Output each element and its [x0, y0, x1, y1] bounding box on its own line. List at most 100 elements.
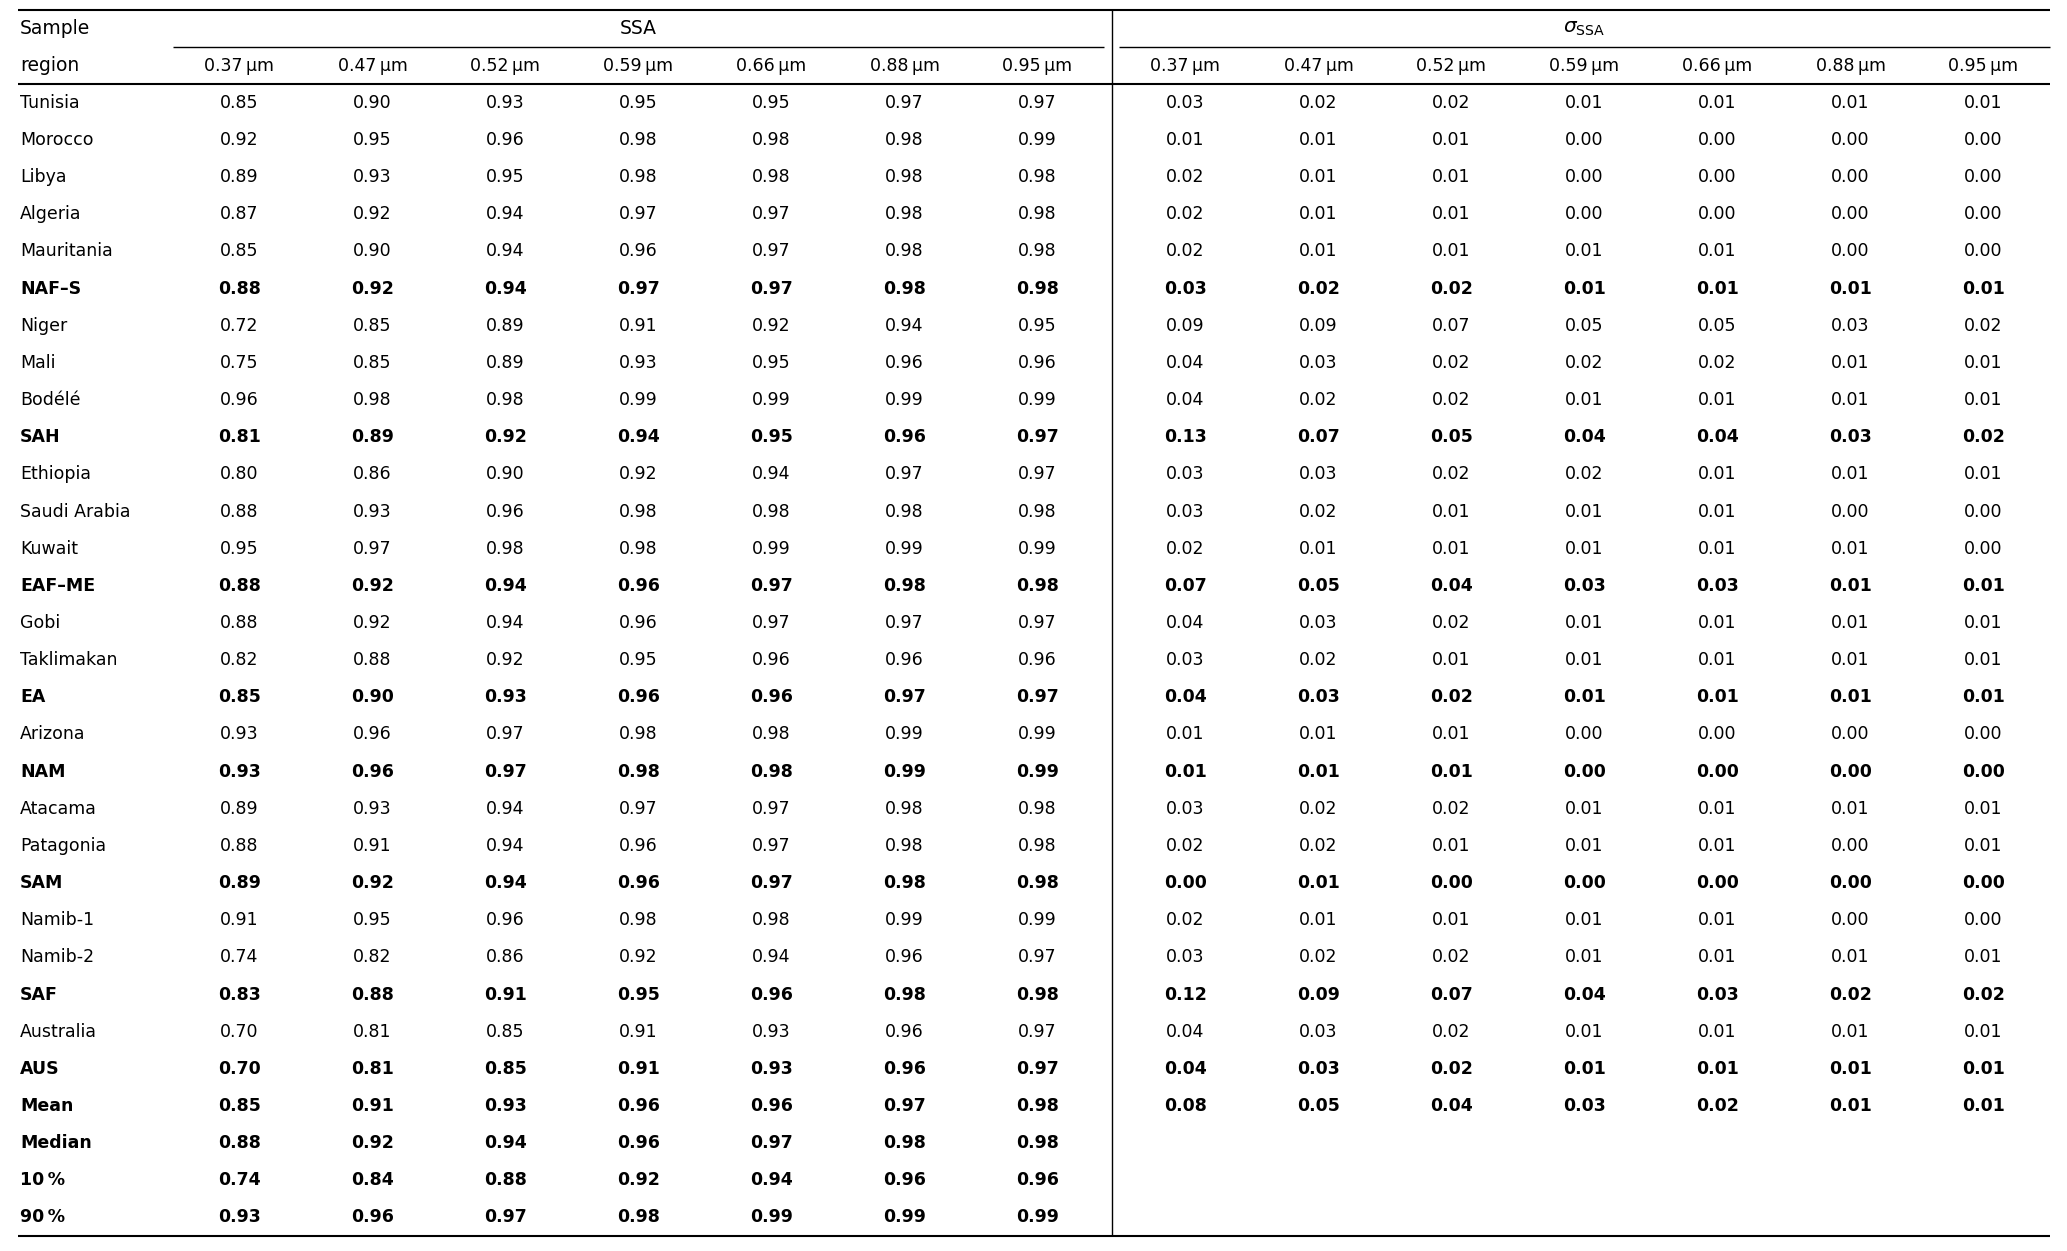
Text: 0.05: 0.05	[1298, 1097, 1339, 1115]
Text: 0.94: 0.94	[486, 205, 525, 224]
Text: 0.00: 0.00	[1565, 726, 1604, 743]
Text: 0.01: 0.01	[1699, 243, 1736, 260]
Text: Gobi: Gobi	[21, 614, 60, 632]
Text: 0.01: 0.01	[1699, 94, 1736, 111]
Text: 0.99: 0.99	[1019, 726, 1056, 743]
Text: Patagonia: Patagonia	[21, 837, 105, 854]
Text: 0.01: 0.01	[1962, 1097, 2005, 1115]
Text: EAF–ME: EAF–ME	[21, 577, 95, 594]
Text: 0.85: 0.85	[221, 94, 258, 111]
Text: 0.01: 0.01	[1962, 577, 2005, 594]
Text: 0.00: 0.00	[1964, 168, 2003, 186]
Text: SAH: SAH	[21, 428, 60, 447]
Text: 0.02: 0.02	[1166, 243, 1205, 260]
Text: 0.01: 0.01	[1699, 539, 1736, 558]
Text: Mauritania: Mauritania	[21, 243, 114, 260]
Text: 0.98: 0.98	[620, 131, 657, 149]
Text: 0.00: 0.00	[1964, 539, 2003, 558]
Text: 0.97: 0.97	[620, 799, 657, 818]
Text: 0.92: 0.92	[620, 465, 657, 483]
Text: Ethiopia: Ethiopia	[21, 465, 91, 483]
Text: 0.96: 0.96	[885, 354, 924, 372]
Text: 0.03: 0.03	[1697, 986, 1738, 1003]
Text: 0.66 μm: 0.66 μm	[1683, 56, 1753, 75]
Text: 0.03: 0.03	[1300, 465, 1337, 483]
Text: 0.01: 0.01	[1432, 131, 1472, 149]
Text: 0.47 μm: 0.47 μm	[337, 56, 407, 75]
Text: 0.81: 0.81	[353, 1022, 393, 1041]
Text: 0.03: 0.03	[1563, 577, 1606, 594]
Text: 0.96: 0.96	[618, 1135, 659, 1152]
Text: 0.99: 0.99	[883, 763, 926, 781]
Text: 0.88: 0.88	[217, 1135, 260, 1152]
Text: 0.01: 0.01	[1565, 539, 1604, 558]
Text: 0.97: 0.97	[750, 280, 794, 298]
Text: 0.00: 0.00	[1563, 763, 1606, 781]
Text: 0.94: 0.94	[752, 465, 792, 483]
Text: 0.88: 0.88	[221, 503, 258, 520]
Text: 0.01: 0.01	[1298, 763, 1339, 781]
Text: 0.00: 0.00	[1964, 243, 2003, 260]
Text: 0.97: 0.97	[883, 688, 926, 707]
Text: 0.72: 0.72	[221, 317, 258, 335]
Text: 0.95: 0.95	[752, 354, 792, 372]
Text: 0.75: 0.75	[221, 354, 258, 372]
Text: 0.98: 0.98	[486, 392, 525, 409]
Text: 0.01: 0.01	[1964, 392, 2003, 409]
Text: 0.01: 0.01	[1831, 652, 1871, 669]
Text: 0.99: 0.99	[750, 1208, 794, 1226]
Text: 0.00: 0.00	[1829, 874, 1873, 892]
Text: Tunisia: Tunisia	[21, 94, 81, 111]
Text: 0.92: 0.92	[351, 1135, 395, 1152]
Text: 0.02: 0.02	[1300, 948, 1337, 966]
Text: 0.97: 0.97	[750, 874, 794, 892]
Text: 0.01: 0.01	[1699, 503, 1736, 520]
Text: 0.05: 0.05	[1699, 317, 1736, 335]
Text: 0.37 μm: 0.37 μm	[1151, 56, 1220, 75]
Text: 0.92: 0.92	[351, 280, 395, 298]
Text: 0.98: 0.98	[885, 205, 924, 224]
Text: 0.04: 0.04	[1430, 577, 1474, 594]
Text: 0.83: 0.83	[219, 986, 260, 1003]
Text: 0.97: 0.97	[885, 94, 924, 111]
Text: 0.97: 0.97	[484, 763, 527, 781]
Text: 0.08: 0.08	[1164, 1097, 1207, 1115]
Text: 0.93: 0.93	[484, 688, 527, 707]
Text: 0.00: 0.00	[1964, 503, 2003, 520]
Text: 0.01: 0.01	[1964, 354, 2003, 372]
Text: 0.03: 0.03	[1300, 1022, 1337, 1041]
Text: 0.95: 0.95	[353, 911, 393, 929]
Text: 0.02: 0.02	[1430, 688, 1474, 707]
Text: 0.93: 0.93	[219, 763, 260, 781]
Text: 0.92: 0.92	[353, 205, 393, 224]
Text: 0.92: 0.92	[618, 1171, 659, 1190]
Text: 0.04: 0.04	[1430, 1097, 1474, 1115]
Text: 0.97: 0.97	[752, 205, 792, 224]
Text: 0.07: 0.07	[1432, 317, 1472, 335]
Text: 0.02: 0.02	[1432, 465, 1472, 483]
Text: 0.00: 0.00	[1831, 503, 1871, 520]
Text: 0.00: 0.00	[1565, 131, 1604, 149]
Text: Atacama: Atacama	[21, 799, 97, 818]
Text: 0.97: 0.97	[883, 1097, 926, 1115]
Text: 0.00: 0.00	[1699, 205, 1736, 224]
Text: 0.97: 0.97	[752, 614, 792, 632]
Text: 0.97: 0.97	[1019, 1022, 1056, 1041]
Text: 0.88: 0.88	[484, 1171, 527, 1190]
Text: 0.00: 0.00	[1831, 168, 1871, 186]
Text: 0.02: 0.02	[1300, 392, 1337, 409]
Text: 0.00: 0.00	[1831, 243, 1871, 260]
Text: 0.95: 0.95	[1019, 317, 1056, 335]
Text: 0.01: 0.01	[1432, 726, 1472, 743]
Text: 0.04: 0.04	[1166, 354, 1205, 372]
Text: 0.00: 0.00	[1697, 763, 1738, 781]
Text: 0.96: 0.96	[1019, 652, 1056, 669]
Text: 0.92: 0.92	[752, 317, 792, 335]
Text: 0.89: 0.89	[486, 317, 525, 335]
Text: 0.01: 0.01	[1432, 911, 1472, 929]
Text: 0.00: 0.00	[1699, 726, 1736, 743]
Text: 0.98: 0.98	[752, 503, 792, 520]
Text: 0.96: 0.96	[752, 652, 792, 669]
Text: 0.01: 0.01	[1964, 1022, 2003, 1041]
Text: 0.98: 0.98	[1017, 577, 1058, 594]
